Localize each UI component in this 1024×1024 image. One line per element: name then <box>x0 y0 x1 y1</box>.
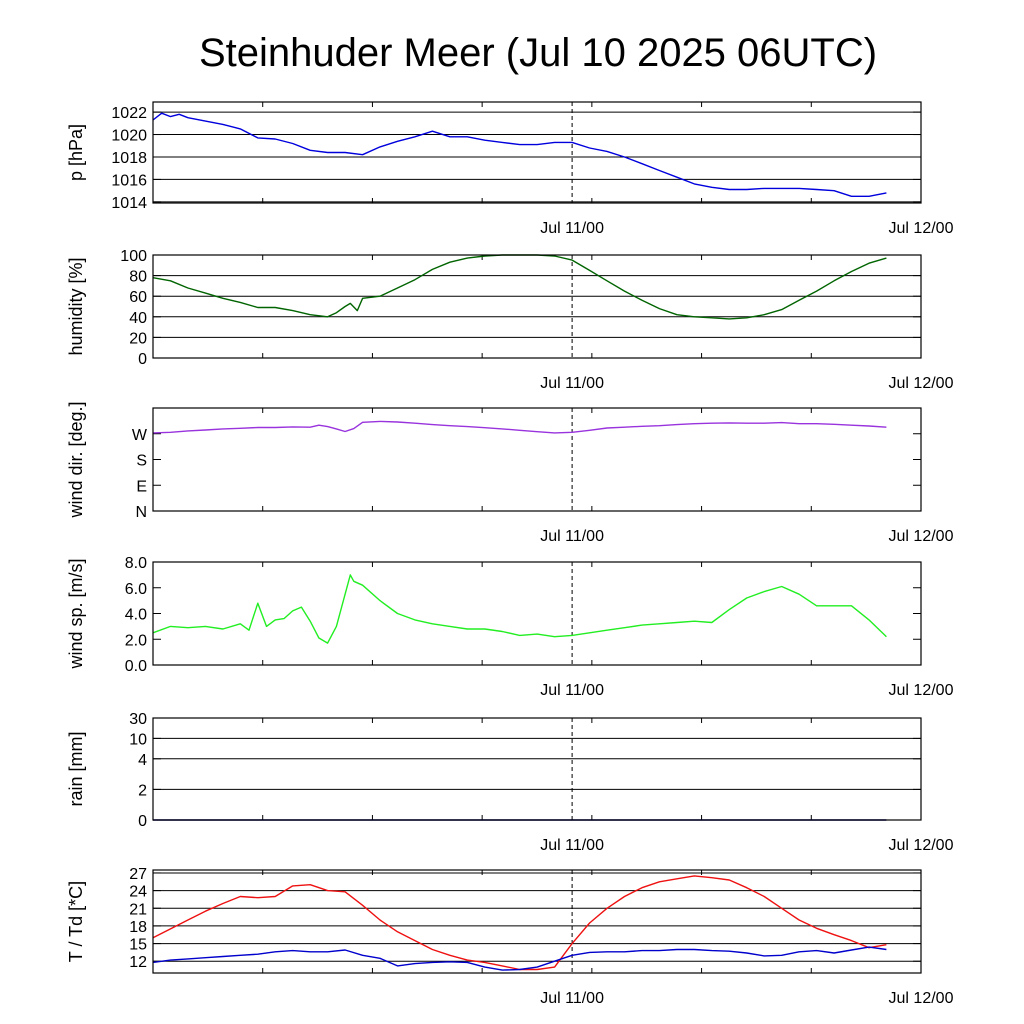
y-axis-label: humidity [%] <box>66 257 86 355</box>
x-tick-label: Jul 12/00 <box>889 990 954 1007</box>
plot-frame <box>152 561 922 666</box>
y-tick-label: 60 <box>129 289 147 306</box>
plot-frame <box>152 254 922 359</box>
y-tick-label: 40 <box>129 310 147 327</box>
y-tick-label: 1022 <box>111 105 147 122</box>
y-tick-label: 21 <box>129 901 147 918</box>
y-tick-label: 24 <box>129 884 147 901</box>
y-axis-label: rain [mm] <box>66 731 86 806</box>
x-tick-label: Jul 11/00 <box>540 837 604 854</box>
x-tick-label: Jul 12/00 <box>889 682 954 699</box>
x-tick-label: Jul 12/00 <box>889 837 954 854</box>
plot-frame <box>152 101 922 204</box>
y-tick-label: 0.0 <box>125 658 147 675</box>
plot-frame <box>152 717 922 821</box>
x-tick-label: Jul 11/00 <box>540 375 604 392</box>
x-tick-label: Jul 12/00 <box>889 375 954 392</box>
x-tick-label: Jul 12/00 <box>889 528 954 545</box>
y-tick-label: 8.0 <box>125 555 147 572</box>
y-tick-label: 0 <box>138 351 147 368</box>
y-tick-label: 20 <box>129 330 147 347</box>
y-tick-label: 2 <box>138 782 147 799</box>
x-tick-label: Jul 11/00 <box>540 220 604 237</box>
y-tick-label: 1016 <box>111 172 147 189</box>
y-axis-label: wind dir. [deg.] <box>66 401 86 518</box>
series-line-dewpoint <box>152 946 887 971</box>
x-tick-label: Jul 11/00 <box>540 682 604 699</box>
y-tick-label: 1014 <box>111 195 147 212</box>
y-tick-label: 15 <box>129 937 147 954</box>
y-tick-label: 4 <box>138 752 147 769</box>
y-tick-label: 80 <box>129 269 147 286</box>
x-tick-label: Jul 11/00 <box>540 528 604 545</box>
x-tick-label: Jul 12/00 <box>889 220 954 237</box>
series-line-wind_dir <box>152 420 887 434</box>
chart-title: Steinhuder Meer (Jul 10 2025 06UTC) <box>199 31 877 75</box>
y-tick-label: S <box>136 453 147 470</box>
y-tick-label: 18 <box>129 919 147 936</box>
y-tick-label: N <box>135 504 147 521</box>
y-tick-label: 30 <box>129 711 147 728</box>
panel-1: 0 20 40 60 80 100 Jul 11/00 Jul 12/00 humidity [… <box>66 248 954 392</box>
panel-0: 1014 1016 1018 1020 1022 Jul 11/00 Jul 12/00 p … <box>66 101 954 237</box>
plot-frame <box>152 407 922 512</box>
y-tick-label: W <box>132 427 148 444</box>
series-line-humidity <box>152 254 887 320</box>
y-tick-label: 12 <box>129 954 147 971</box>
plot-frame <box>152 869 922 974</box>
y-axis-label: T / Td [*C] <box>66 881 86 962</box>
y-tick-label: 6.0 <box>125 581 147 598</box>
y-tick-label: 1020 <box>111 128 147 145</box>
y-tick-label: 10 <box>129 731 147 748</box>
x-tick-label: Jul 11/00 <box>540 990 604 1007</box>
y-tick-label: 100 <box>120 248 147 265</box>
panel-4: 0 2 4 10 30 Jul 11/00 Jul 12/00 rain [mm] <box>66 711 954 854</box>
series-line-pressure <box>152 112 887 197</box>
y-tick-label: 2.0 <box>125 632 147 649</box>
panel-3: 0.0 2.0 4.0 6.0 8.0 Jul 11/00 Jul 12/00 wind sp… <box>66 555 954 699</box>
y-tick-label: E <box>136 478 147 495</box>
y-axis-label: p [hPa] <box>66 124 86 181</box>
y-tick-label: 4.0 <box>125 607 147 624</box>
series-line-wind_speed <box>152 574 887 644</box>
y-axis-label: wind sp. [m/s] <box>66 558 86 669</box>
y-tick-label: 1018 <box>111 150 147 167</box>
y-tick-label: 0 <box>138 813 147 830</box>
y-tick-label: 27 <box>129 866 147 883</box>
